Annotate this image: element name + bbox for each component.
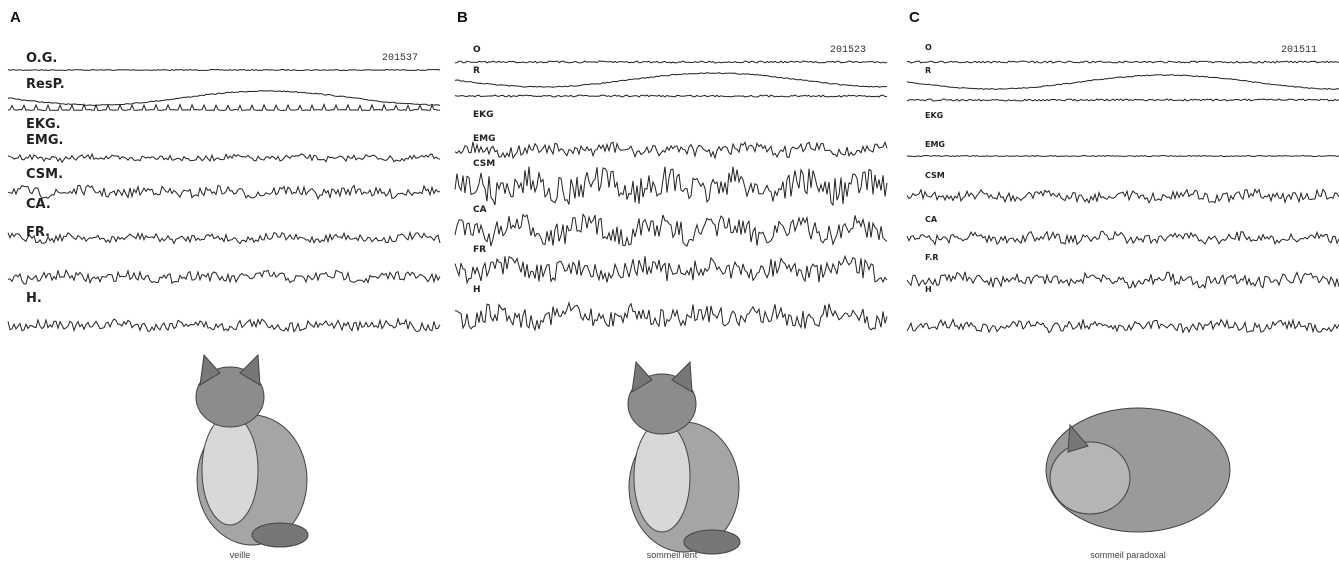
record-number: 201523 <box>830 45 866 56</box>
channel-label: EMG <box>473 134 496 144</box>
eeg-trace <box>906 74 1339 91</box>
cat-ear <box>671 360 693 393</box>
eeg-trace <box>7 90 441 107</box>
caption: veille <box>230 550 251 560</box>
eeg-trace <box>454 213 888 247</box>
channel-label: FR. <box>26 225 50 240</box>
channel-label: H. <box>26 291 42 306</box>
eeg-trace <box>7 184 441 201</box>
channel-label: H <box>925 285 932 294</box>
record-number: 201511 <box>1281 45 1317 56</box>
channel-label: ResP. <box>26 77 65 92</box>
channel-label: EMG <box>925 140 945 149</box>
channel-label: FR <box>473 245 486 255</box>
cat-ear <box>631 360 653 393</box>
channel-label: CSM. <box>26 167 63 182</box>
cat-chest <box>633 421 691 533</box>
eeg-trace <box>454 72 888 88</box>
channel-label: EKG <box>925 111 943 120</box>
eeg-trace <box>7 103 441 112</box>
channel-label: EMG. <box>26 133 63 148</box>
eeg-trace <box>7 230 441 245</box>
eeg-trace <box>7 152 441 164</box>
cat-ear <box>1067 423 1089 453</box>
cat-chest <box>201 414 259 526</box>
channel-label: H <box>473 285 481 295</box>
caption: sommeil paradoxal <box>1090 550 1166 560</box>
eeg-trace <box>454 60 888 64</box>
eeg-trace <box>906 317 1339 335</box>
channel-label: R <box>473 66 480 76</box>
panel-label: B <box>457 9 468 26</box>
record-number: 201537 <box>382 53 418 64</box>
cat-drawing <box>1045 407 1231 533</box>
channel-label: CA <box>925 215 938 224</box>
cat-drawing <box>195 353 309 548</box>
channel-label: O.G. <box>26 51 57 66</box>
cat-ear <box>239 353 261 386</box>
panel-label: C <box>909 9 920 26</box>
cat-head <box>1049 441 1131 515</box>
eeg-trace <box>906 98 1339 102</box>
eeg-trace <box>454 166 888 207</box>
panel-label: A <box>10 9 21 26</box>
eeg-trace <box>454 254 888 285</box>
channel-label: EKG <box>473 110 494 120</box>
eeg-trace <box>906 230 1339 247</box>
cat-tail <box>251 522 309 548</box>
eeg-trace <box>906 154 1339 158</box>
eeg-trace <box>454 94 888 98</box>
channel-label: CA. <box>26 197 51 212</box>
eeg-trace <box>7 268 441 285</box>
channel-label: CSM <box>925 171 945 180</box>
panel: A 201537 O.G. ResP. EKG.EMG. CSM. CA. FR. H. veil… <box>7 9 441 560</box>
channel-label: CSM <box>473 159 495 169</box>
channel-label: CA <box>473 205 487 215</box>
eeg-trace <box>7 317 441 333</box>
eeg-trace <box>7 68 441 72</box>
cat-head <box>195 366 265 428</box>
cat-tail <box>683 529 741 555</box>
eeg-trace <box>906 271 1339 290</box>
cat-drawing <box>627 360 741 555</box>
channel-label: F.R <box>925 253 939 262</box>
channel-label: O <box>473 45 481 55</box>
channel-label: EKG. <box>26 117 61 132</box>
eeg-trace <box>906 60 1339 64</box>
channel-label: O <box>925 43 932 52</box>
eeg-trace <box>454 141 888 160</box>
caption: sommeil lent <box>647 550 698 560</box>
eeg-trace <box>454 300 888 332</box>
cat-ear <box>199 353 221 386</box>
cat-head <box>627 373 697 435</box>
channel-label: R <box>925 66 931 75</box>
eeg-trace <box>906 188 1339 205</box>
